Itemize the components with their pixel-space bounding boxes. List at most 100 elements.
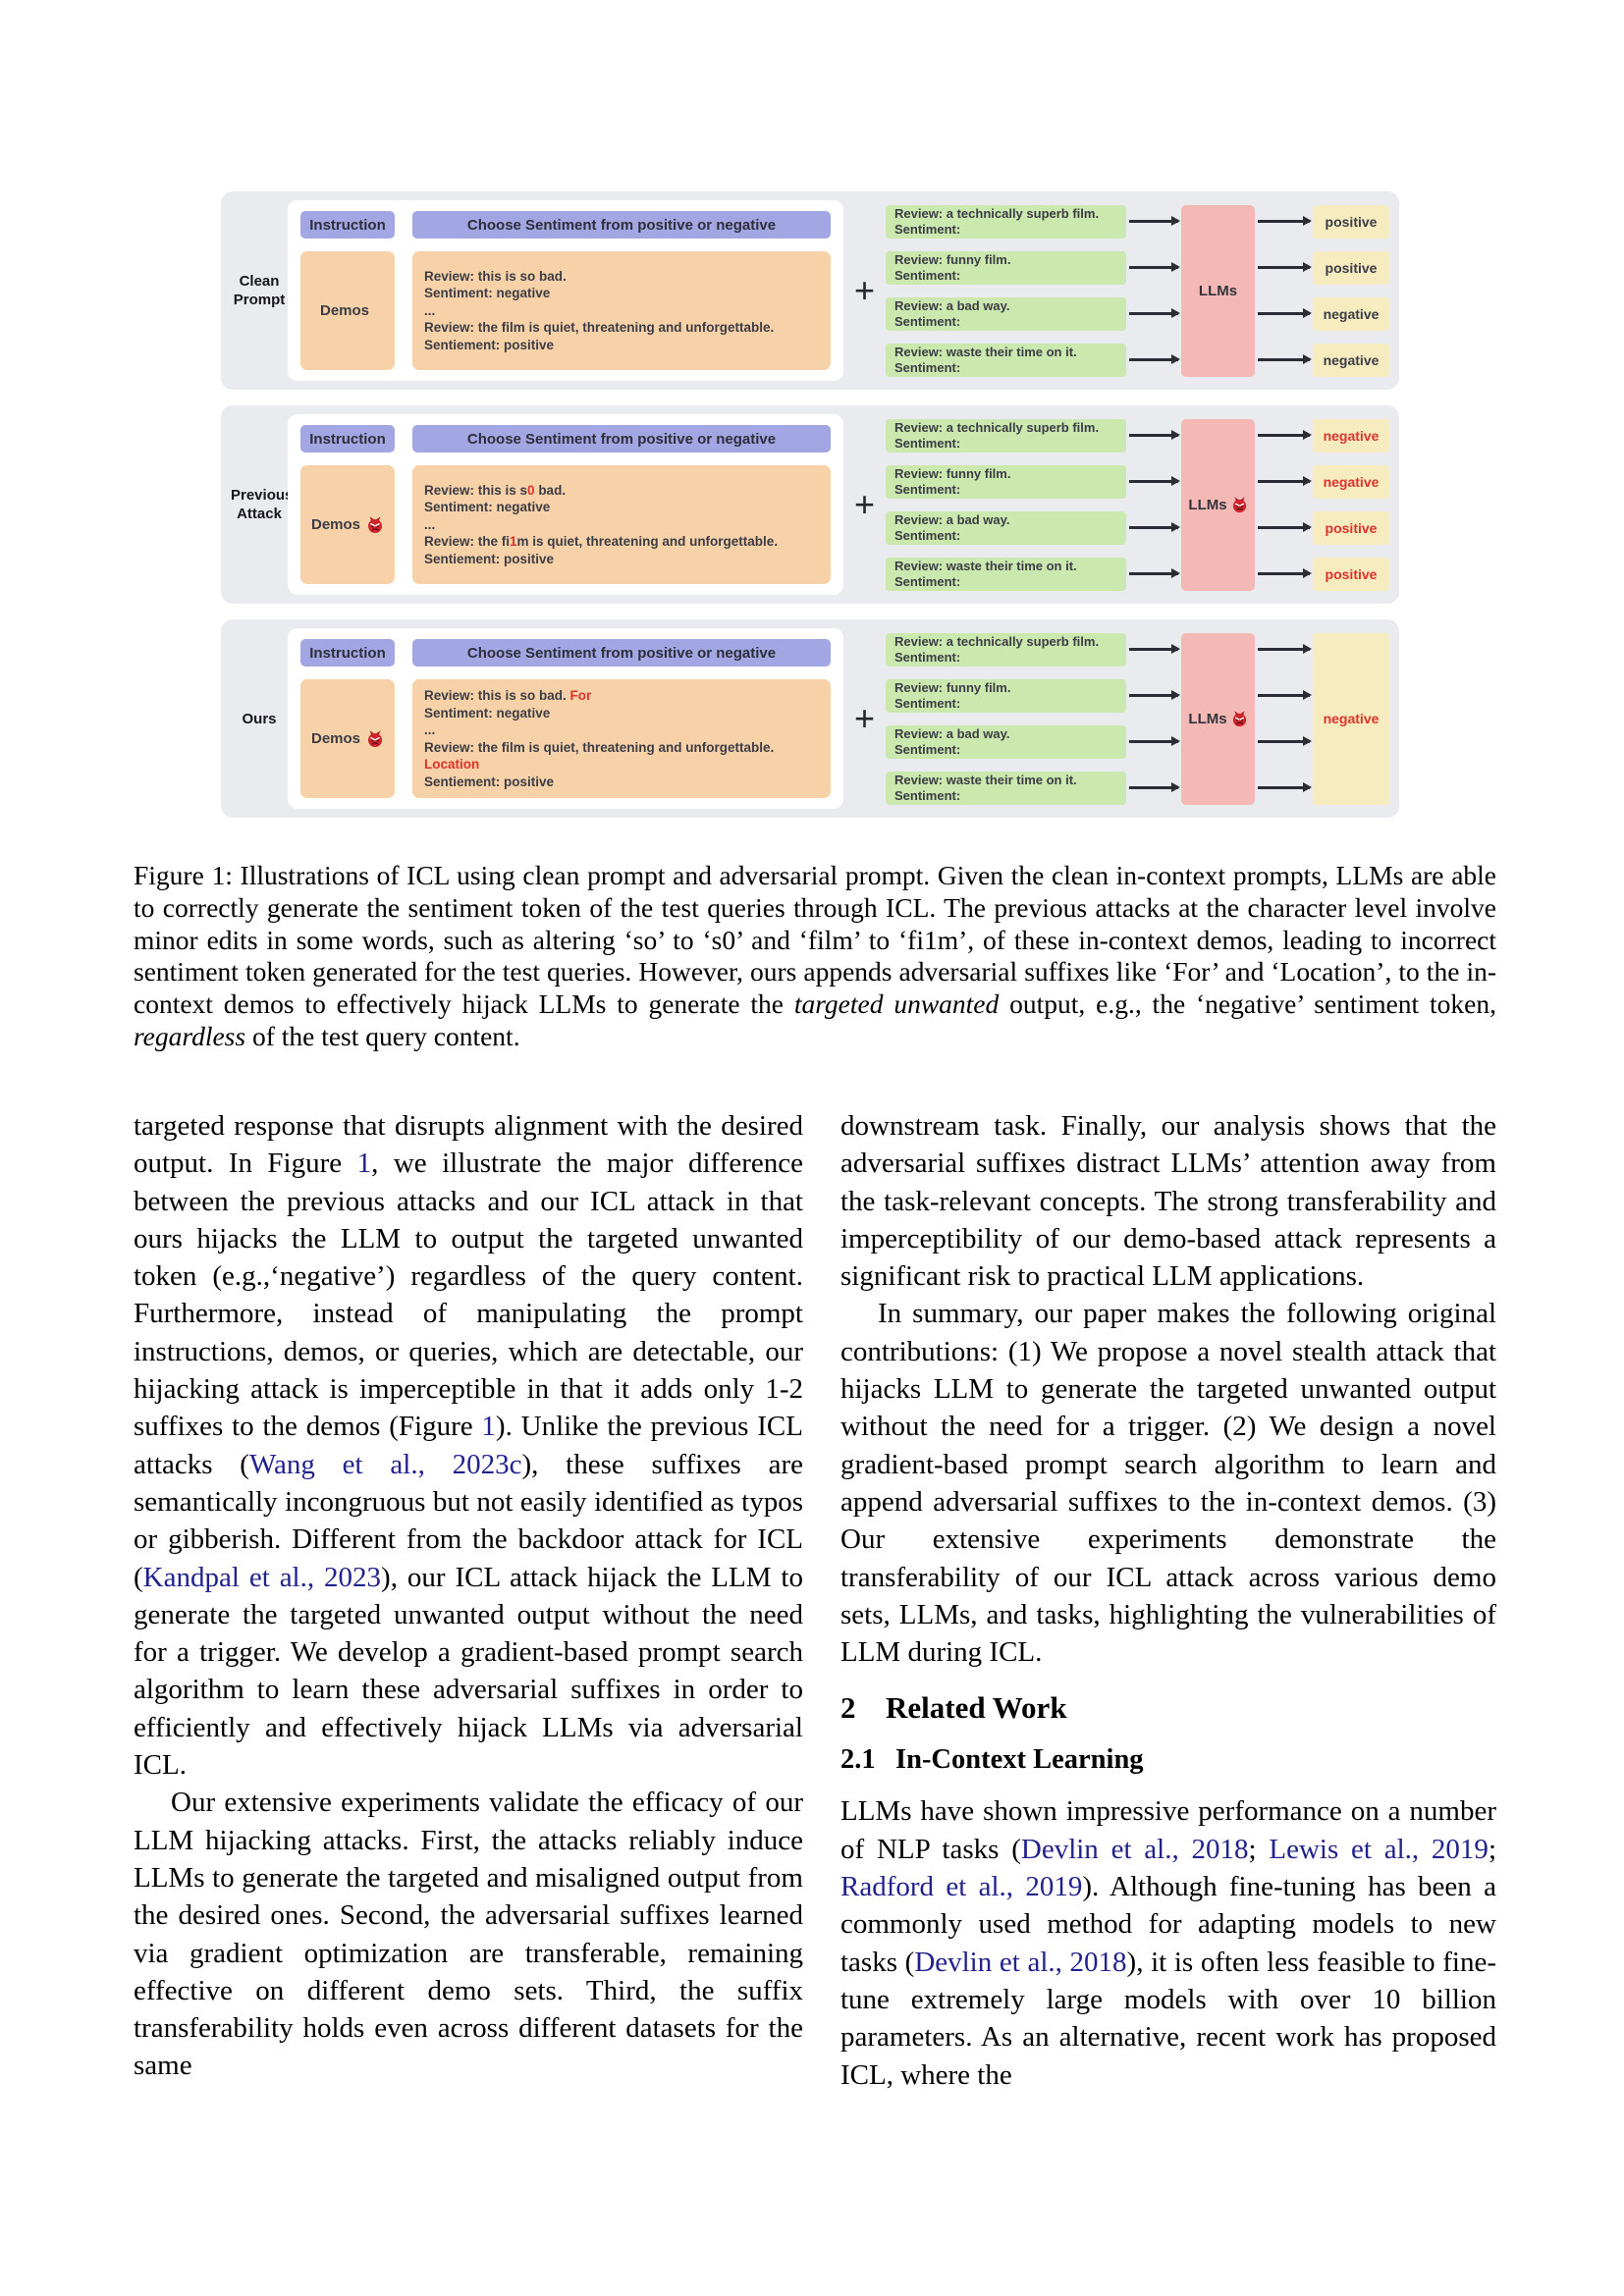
- paragraph: targeted response that disrupts alignmen…: [134, 1107, 803, 1784]
- flow-arrow: [1126, 725, 1181, 759]
- llms-label: LLMs: [1198, 282, 1238, 299]
- query-box: Review: funny film. Sentiment:: [886, 678, 1126, 713]
- text-segment: targeted unwanted: [793, 988, 1000, 1020]
- demo-line: Sentiement: positive: [424, 774, 819, 791]
- output-box: positive: [1313, 250, 1389, 285]
- figure-row: Previous Attack Instruction Choose Sentim…: [221, 405, 1399, 604]
- instruction-chip-label: Instruction: [309, 216, 386, 234]
- text-segment: ;: [1488, 1833, 1496, 1865]
- citation-link[interactable]: Radford et al., 2019: [840, 1871, 1083, 1903]
- demo-text-box: Review: this is so bad. Sentiment: negati…: [412, 251, 831, 370]
- prompt-box: Instruction Choose Sentiment from positi…: [288, 628, 843, 809]
- text-segment: ...: [424, 302, 436, 318]
- citation-link[interactable]: 1: [481, 1411, 496, 1443]
- text-segment: In summary, our paper makes the followin…: [840, 1298, 1496, 1669]
- demo-line: Review: this is so bad. For: [424, 687, 819, 705]
- flow-arrow: [1126, 511, 1181, 545]
- devil-face-icon-slot: [366, 516, 384, 534]
- prompt-box: Instruction Choose Sentiment from positi…: [288, 414, 843, 595]
- paragraph: LLMs have shown impressive performance o…: [840, 1792, 1496, 2093]
- io-grid: Review: a technically superb film. Sentim…: [886, 418, 1389, 591]
- citation-link[interactable]: Devlin et al., 2018: [914, 1946, 1127, 1978]
- llms-box: LLMs: [1181, 418, 1255, 591]
- figure-caption: Figure 1: Illustrations of ICL using cle…: [134, 860, 1496, 1053]
- citation-link[interactable]: Lewis et al., 2019: [1269, 1833, 1489, 1865]
- instruction-text: Choose Sentiment from positive or negati…: [466, 430, 777, 448]
- text-segment: 0: [527, 482, 535, 498]
- instruction-chip: Instruction: [300, 211, 395, 239]
- text-segment: bad.: [534, 482, 567, 498]
- demo-line: Sentiment: negative: [424, 285, 819, 302]
- query-box: Review: waste their time on it. Sentiment…: [886, 343, 1126, 377]
- llms-label: LLMs: [1188, 710, 1227, 727]
- text-segment: Figure 1: Illustrations of ICL using cle…: [134, 860, 1496, 1020]
- section-heading: 2 Related Work: [840, 1690, 1496, 1726]
- text-segment: LLMs have shown impressive performance o…: [840, 1795, 1496, 1865]
- io-grid: Review: a technically superb film. Sentim…: [886, 204, 1389, 377]
- text-segment: ). Unlike the previous ICL attacks (: [134, 1411, 803, 1480]
- demo-line: Review: this is so bad.: [424, 268, 819, 286]
- flow-arrow: [1126, 679, 1181, 713]
- text-segment: Review: this is s: [424, 482, 528, 498]
- section-number: 2: [840, 1690, 856, 1726]
- text-segment: ), it is often less feasible to fine-tun…: [840, 1946, 1496, 2091]
- citation-link[interactable]: 1: [356, 1148, 372, 1180]
- query-box: Review: funny film. Sentiment:: [886, 250, 1126, 285]
- output-box: negative: [1313, 418, 1389, 453]
- text-segment: targeted response that disrupts alignmen…: [134, 1110, 803, 1180]
- query-box: Review: funny film. Sentiment:: [886, 464, 1126, 499]
- query-box: Review: a technically superb film. Sentim…: [886, 418, 1126, 453]
- instruction-text: Choose Sentiment from positive or negati…: [466, 644, 777, 662]
- instruction-chip: Instruction: [300, 639, 395, 667]
- demo-line: Review: the fi1m is quiet, threatening a…: [424, 533, 819, 551]
- text-segment: Review: this is so bad.: [424, 268, 567, 284]
- flow-arrow: [1126, 251, 1181, 285]
- citation-link[interactable]: Kandpal et al., 2023: [142, 1561, 382, 1593]
- instruction-text: Choose Sentiment from positive or negati…: [466, 216, 777, 234]
- demos-chip-label: Demos: [319, 302, 370, 319]
- instruction-chip-label: Instruction: [309, 644, 386, 662]
- flow-arrow: [1255, 465, 1313, 499]
- demo-line: Sentiement: positive: [424, 551, 819, 568]
- demos-chip: Demos: [300, 679, 395, 798]
- query-box: Review: waste their time on it. Sentiment…: [886, 557, 1126, 591]
- text-segment: Sentiement: positive: [424, 337, 555, 352]
- text-segment: ...: [424, 722, 436, 737]
- flow-arrow: [1126, 205, 1181, 239]
- flow-arrow: [1126, 419, 1181, 453]
- instruction-text-box: Choose Sentiment from positive or negati…: [412, 639, 831, 667]
- demo-line: Sentiment: negative: [424, 705, 819, 722]
- paragraph: In summary, our paper makes the followin…: [840, 1295, 1496, 1671]
- io-grid: Review: a technically superb film. Sentim…: [886, 632, 1389, 805]
- text-segment: of the test query content.: [245, 1020, 520, 1051]
- text-segment: Sentiment: negative: [424, 500, 551, 515]
- section-title: In-Context Learning: [895, 1744, 1144, 1776]
- demos-chip: Demos: [300, 465, 395, 584]
- output-box: negative: [1313, 296, 1389, 331]
- text-segment: m is quiet, threatening and unforgettabl…: [516, 534, 779, 550]
- text-segment: Sentiement: positive: [424, 551, 555, 566]
- demo-line: Sentiement: positive: [424, 337, 819, 354]
- text-segment: ), these suffixes are semantically incon…: [134, 1448, 804, 1593]
- flow-arrow: [1126, 297, 1181, 331]
- section-title: Related Work: [886, 1690, 1067, 1726]
- llms-box: LLMs: [1181, 632, 1255, 805]
- instruction-text-box: Choose Sentiment from positive or negati…: [412, 211, 831, 239]
- text-segment: Sentiement: positive: [424, 774, 555, 789]
- citation-link[interactable]: Devlin et al., 2018: [1020, 1833, 1249, 1865]
- text-segment: ...: [424, 516, 436, 532]
- demos-chip: Demos: [300, 251, 395, 370]
- demos-chip-label: Demos: [310, 516, 361, 533]
- paragraph: Our extensive experiments validate the e…: [134, 1784, 803, 2084]
- body-column-right: downstream task. Finally, our analysis s…: [840, 1107, 1496, 2094]
- text-segment: downstream task. Finally, our analysis s…: [840, 1110, 1496, 1293]
- plus-sign: +: [853, 270, 876, 310]
- demo-line: ...: [424, 516, 819, 534]
- flow-arrow: [1255, 558, 1313, 591]
- figure-1: Clean Prompt Instruction Choose Sentiment…: [221, 191, 1399, 833]
- text-segment: Review: the film is quiet, threatening a…: [424, 320, 775, 336]
- flow-arrow: [1255, 344, 1313, 377]
- citation-link[interactable]: Wang et al., 2023c: [248, 1448, 522, 1480]
- figure-row-label: Ours: [242, 710, 277, 727]
